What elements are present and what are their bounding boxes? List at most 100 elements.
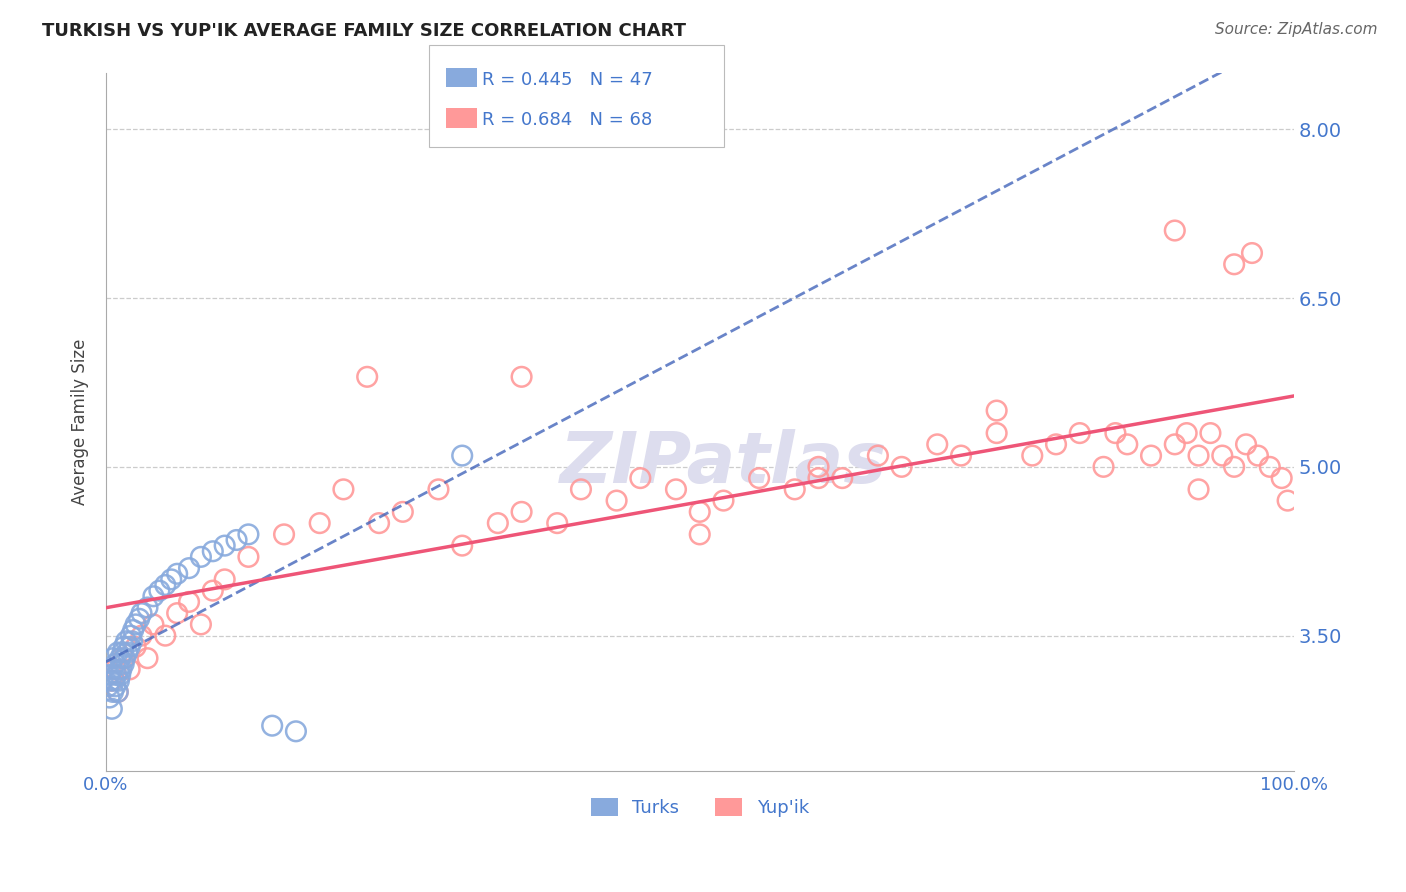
Text: Source: ZipAtlas.com: Source: ZipAtlas.com (1215, 22, 1378, 37)
Point (190, 617, 212, 632)
Point (101, 673, 124, 688)
Point (451, 539, 474, 553)
Point (510, 369, 533, 384)
Point (986, 403, 1008, 417)
Text: ZIPatlas: ZIPatlas (560, 429, 887, 499)
Point (1069, 426, 1091, 441)
Point (1092, 459, 1115, 474)
Point (451, 449, 474, 463)
Point (284, 724, 307, 739)
Point (177, 595, 200, 609)
Point (142, 617, 165, 632)
Point (807, 459, 830, 474)
Point (368, 516, 391, 530)
Point (510, 505, 533, 519)
Point (1277, 493, 1299, 508)
Point (986, 426, 1008, 441)
Point (120, 629, 142, 643)
Point (238, 527, 260, 541)
Point (1240, 246, 1263, 260)
Point (1021, 449, 1043, 463)
Point (118, 662, 141, 676)
Point (104, 662, 127, 676)
Point (262, 719, 284, 733)
Point (201, 583, 224, 598)
Point (427, 483, 450, 497)
Point (148, 583, 170, 598)
Point (356, 369, 378, 384)
Point (214, 573, 236, 587)
Point (142, 589, 165, 603)
Point (1199, 426, 1222, 441)
Point (101, 651, 124, 665)
Point (748, 471, 770, 485)
Point (1164, 223, 1187, 237)
Point (108, 673, 131, 688)
Point (107, 646, 129, 660)
Point (97, 679, 120, 693)
Point (689, 527, 711, 541)
Point (665, 483, 688, 497)
Y-axis label: Average Family Size: Average Family Size (72, 339, 89, 505)
Point (101, 685, 124, 699)
Point (1211, 449, 1233, 463)
Point (100, 673, 122, 688)
Point (807, 471, 830, 485)
Point (124, 640, 146, 654)
Point (103, 673, 125, 688)
Point (190, 549, 212, 564)
Point (104, 679, 127, 693)
Legend: Turks, Yup'ik: Turks, Yup'ik (583, 790, 815, 824)
Point (569, 483, 592, 497)
Point (1187, 449, 1209, 463)
Point (107, 685, 129, 699)
Point (628, 471, 651, 485)
Point (101, 662, 124, 676)
Point (1045, 437, 1067, 451)
Point (1258, 459, 1281, 474)
Point (1175, 426, 1198, 441)
Point (391, 505, 413, 519)
Point (166, 606, 188, 620)
Point (831, 471, 853, 485)
Point (177, 561, 200, 575)
Point (1104, 426, 1126, 441)
Point (927, 437, 949, 451)
Point (1247, 449, 1270, 463)
Point (155, 629, 177, 643)
Point (114, 651, 136, 665)
Point (486, 516, 509, 530)
Point (546, 516, 568, 530)
Point (98, 690, 121, 705)
Point (238, 549, 260, 564)
Point (166, 566, 188, 581)
Point (866, 449, 889, 463)
Point (713, 493, 735, 508)
Point (118, 640, 141, 654)
Point (112, 651, 135, 665)
Text: R = 0.684   N = 68: R = 0.684 N = 68 (482, 112, 652, 129)
Point (111, 646, 134, 660)
Point (689, 505, 711, 519)
Point (783, 483, 806, 497)
Point (1140, 449, 1163, 463)
Point (117, 646, 139, 660)
Text: TURKISH VS YUP'IK AVERAGE FAMILY SIZE CORRELATION CHART: TURKISH VS YUP'IK AVERAGE FAMILY SIZE CO… (42, 22, 686, 40)
Point (131, 606, 153, 620)
Point (115, 634, 138, 648)
Point (136, 600, 159, 615)
Point (1187, 483, 1209, 497)
Point (124, 617, 146, 632)
Point (108, 651, 131, 665)
Point (1223, 257, 1246, 271)
Point (112, 640, 135, 654)
Point (104, 657, 127, 671)
Point (1223, 459, 1246, 474)
Point (1234, 437, 1257, 451)
Point (136, 651, 159, 665)
Point (105, 668, 128, 682)
Point (1164, 437, 1187, 451)
Point (201, 544, 224, 558)
Point (122, 623, 145, 637)
Point (107, 685, 129, 699)
